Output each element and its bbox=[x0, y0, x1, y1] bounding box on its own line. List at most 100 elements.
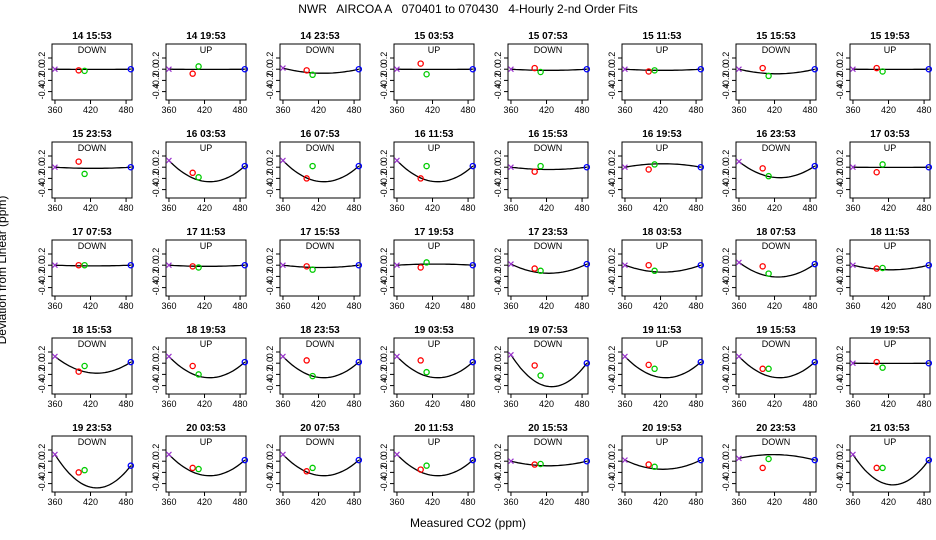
standard-point-mid2 bbox=[423, 70, 430, 78]
panel-title: 17 03:53 bbox=[870, 129, 910, 140]
y-tick-label: 0.2 bbox=[37, 346, 47, 359]
y-tick-label: -0.2 bbox=[493, 367, 503, 383]
y-tick-label: 0.2 bbox=[265, 346, 275, 359]
x-tick-label: 360 bbox=[617, 497, 632, 507]
x-tick-label: 480 bbox=[233, 399, 248, 409]
standard-point-mid bbox=[75, 368, 82, 375]
standard-point-mid bbox=[759, 365, 766, 373]
y-tick-label: 0.0 bbox=[493, 259, 503, 272]
panel-label: DOWN bbox=[762, 241, 791, 251]
panel: 20 07:53 DOWN 360 420 480 0.20.0-0.2-0.4 bbox=[265, 423, 363, 507]
y-tick-label: 0.0 bbox=[37, 259, 47, 272]
standard-point-mid bbox=[873, 168, 880, 176]
x-tick-label: 480 bbox=[119, 105, 134, 115]
panel-label: DOWN bbox=[78, 45, 107, 55]
standard-point-mid bbox=[873, 265, 880, 272]
y-tick-label: 0.2 bbox=[265, 150, 275, 163]
panel: 14 19:53 UP 360 420 480 0.20.0-0.2-0.4 bbox=[151, 31, 249, 115]
fit-curve bbox=[738, 261, 816, 278]
y-tick-label: -0.2 bbox=[265, 367, 275, 383]
y-tick-label: 0.2 bbox=[721, 444, 731, 457]
panel-title: 15 15:53 bbox=[756, 31, 796, 42]
panel-title: 16 15:53 bbox=[528, 129, 568, 140]
fit-curve bbox=[852, 454, 930, 486]
panel: 16 23:53 DOWN 360 420 480 0.20.0-0.2-0.4 bbox=[721, 129, 819, 213]
fit-curve bbox=[624, 163, 701, 168]
standard-point-low bbox=[166, 353, 172, 360]
standard-point-high bbox=[811, 260, 819, 268]
standard-point-high bbox=[355, 162, 363, 170]
panel-label: DOWN bbox=[534, 437, 563, 447]
standard-point-mid2 bbox=[423, 462, 430, 469]
standard-point-high bbox=[811, 162, 819, 170]
x-tick-label: 360 bbox=[161, 105, 176, 115]
x-tick-label: 360 bbox=[389, 105, 404, 115]
y-tick-label: -0.2 bbox=[607, 465, 617, 481]
standard-point-mid bbox=[189, 263, 196, 270]
y-tick-label: 0.2 bbox=[835, 248, 845, 261]
panel-title: 14 23:53 bbox=[300, 31, 340, 42]
x-tick-label: 420 bbox=[539, 105, 554, 115]
x-tick-label: 480 bbox=[575, 497, 590, 507]
standard-point-high bbox=[583, 457, 591, 465]
fit-curve bbox=[396, 356, 474, 379]
panel-title: 16 03:53 bbox=[186, 129, 226, 140]
y-tick-label: 0.0 bbox=[265, 63, 275, 76]
standard-point-high bbox=[355, 261, 363, 269]
x-tick-label: 360 bbox=[503, 497, 518, 507]
x-tick-label: 420 bbox=[197, 399, 212, 409]
standard-point-mid bbox=[531, 461, 538, 468]
standard-point-mid bbox=[303, 357, 310, 364]
y-tick-label: -0.4 bbox=[265, 182, 275, 198]
fit-curve bbox=[54, 454, 132, 489]
standard-point-high bbox=[697, 456, 705, 464]
panel: 17 19:53 UP 360 420 480 0.20.0-0.2-0.4 bbox=[379, 227, 477, 311]
y-tick-label: 0.0 bbox=[151, 259, 161, 272]
x-tick-label: 480 bbox=[917, 497, 932, 507]
y-tick-label: -0.4 bbox=[151, 280, 161, 296]
y-tick-label: -0.4 bbox=[607, 84, 617, 100]
fit-curve bbox=[510, 460, 587, 467]
y-tick-label: 0.0 bbox=[493, 357, 503, 370]
panel-label: DOWN bbox=[78, 143, 107, 153]
panel-frame bbox=[507, 239, 589, 297]
y-tick-label: -0.4 bbox=[37, 378, 47, 394]
y-tick-label: -0.4 bbox=[835, 378, 845, 394]
x-axis-label: Measured CO2 (ppm) bbox=[409, 516, 527, 530]
x-tick-label: 480 bbox=[575, 203, 590, 213]
y-tick-label: 0.2 bbox=[151, 248, 161, 261]
standard-point-low bbox=[622, 262, 628, 269]
standard-point-high bbox=[127, 163, 135, 171]
standard-point-low bbox=[166, 262, 172, 269]
standard-point-mid2 bbox=[879, 161, 886, 168]
y-tick-label: -0.2 bbox=[835, 73, 845, 89]
y-tick-label: 0.0 bbox=[151, 161, 161, 174]
panel-title: 15 07:53 bbox=[528, 31, 568, 42]
panel-label: UP bbox=[428, 143, 441, 153]
panel: 18 07:53 DOWN 360 420 480 0.20.0-0.2-0.4 bbox=[721, 227, 819, 311]
standard-point-mid bbox=[417, 264, 424, 271]
standard-point-low bbox=[166, 157, 172, 164]
panel-title: 17 19:53 bbox=[414, 227, 454, 238]
y-tick-label: 0.2 bbox=[493, 346, 503, 359]
standard-point-high bbox=[469, 261, 477, 269]
x-tick-label: 420 bbox=[425, 497, 440, 507]
y-tick-label: 0.0 bbox=[379, 161, 389, 174]
y-tick-label: -0.4 bbox=[835, 84, 845, 100]
y-tick-label: 0.0 bbox=[379, 63, 389, 76]
y-tick-label: 0.0 bbox=[835, 63, 845, 76]
y-tick-label: 0.0 bbox=[835, 357, 845, 370]
y-tick-label: 0.0 bbox=[379, 259, 389, 272]
standard-point-mid2 bbox=[309, 266, 316, 273]
standard-point-mid2 bbox=[195, 371, 202, 378]
y-tick-label: -0.2 bbox=[493, 73, 503, 89]
x-tick-label: 420 bbox=[653, 105, 668, 115]
panel-label: UP bbox=[884, 437, 897, 447]
x-tick-label: 480 bbox=[347, 105, 362, 115]
standard-point-mid2 bbox=[651, 365, 658, 373]
standard-point-mid bbox=[75, 469, 82, 476]
standard-point-high bbox=[811, 358, 819, 366]
standard-point-high bbox=[811, 456, 819, 464]
standard-point-high bbox=[355, 456, 363, 464]
x-tick-label: 420 bbox=[653, 399, 668, 409]
